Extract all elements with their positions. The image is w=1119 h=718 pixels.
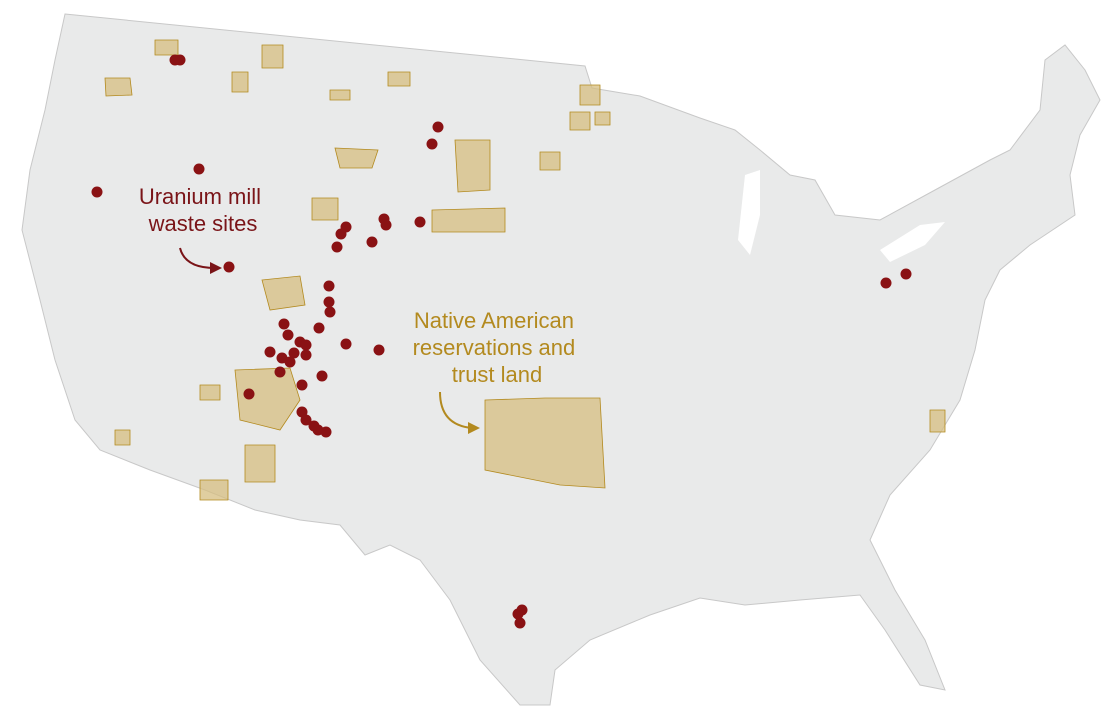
uranium-site	[313, 322, 325, 334]
uranium-site	[278, 318, 290, 330]
label-line: trust land	[452, 362, 543, 387]
uranium-site	[335, 228, 347, 240]
uranium-site	[900, 268, 912, 280]
reservation	[454, 139, 491, 193]
reservation	[329, 89, 351, 101]
reservation	[387, 71, 411, 87]
reservation-arrowhead	[468, 422, 480, 434]
uranium-arrowhead	[210, 262, 222, 274]
reservation	[244, 444, 276, 483]
reservation	[261, 275, 306, 311]
reservation	[199, 479, 229, 501]
uranium-site	[243, 388, 255, 400]
uranium-site	[426, 138, 438, 150]
uranium-site	[380, 219, 392, 231]
uranium-site	[193, 163, 205, 175]
uranium-site	[288, 347, 300, 359]
uranium-site	[414, 216, 426, 228]
reservation	[594, 111, 611, 126]
uranium-site	[174, 54, 186, 66]
reservation	[334, 147, 379, 169]
uranium-site	[323, 280, 335, 292]
lake-erie	[880, 222, 945, 262]
uranium-site	[264, 346, 276, 358]
uranium-site	[514, 617, 526, 629]
uranium-site	[880, 277, 892, 289]
uranium-site	[324, 306, 336, 318]
uranium-site	[284, 356, 296, 368]
label-line: reservations and	[413, 335, 576, 360]
uranium-site	[274, 366, 286, 378]
reservation	[261, 44, 284, 69]
uranium-site	[300, 339, 312, 351]
lake-michigan	[738, 170, 760, 255]
reservation	[231, 71, 249, 93]
uranium-site	[300, 414, 312, 426]
uranium-site	[91, 186, 103, 198]
uranium-site	[373, 344, 385, 356]
label-line: waste sites	[148, 211, 258, 236]
uranium-label: Uranium mill waste sites	[139, 184, 267, 236]
reservation	[431, 207, 506, 233]
uranium-site	[432, 121, 444, 133]
reservation	[154, 39, 179, 56]
uranium-site	[316, 370, 328, 382]
reservation	[579, 84, 601, 106]
reservation-label: Native American reservations and trust l…	[413, 308, 582, 387]
uranium-site	[296, 379, 308, 391]
reservation	[114, 429, 131, 446]
uranium-site	[282, 329, 294, 341]
uranium-site	[366, 236, 378, 248]
reservation-arrow	[439, 391, 473, 429]
label-line: Uranium mill	[139, 184, 261, 209]
reservation	[311, 197, 339, 221]
reservation	[484, 397, 606, 489]
uranium-site	[340, 338, 352, 350]
label-line: Native American	[414, 308, 574, 333]
uranium-site	[320, 426, 332, 438]
reservation	[929, 409, 946, 433]
uranium-site	[512, 608, 524, 620]
reservation	[199, 384, 221, 401]
uranium-site	[331, 241, 343, 253]
uranium-site	[223, 261, 235, 273]
reservation	[539, 151, 561, 171]
reservation	[104, 77, 133, 97]
reservation	[569, 111, 591, 131]
uranium-site	[323, 296, 335, 308]
uranium-site	[300, 349, 312, 361]
